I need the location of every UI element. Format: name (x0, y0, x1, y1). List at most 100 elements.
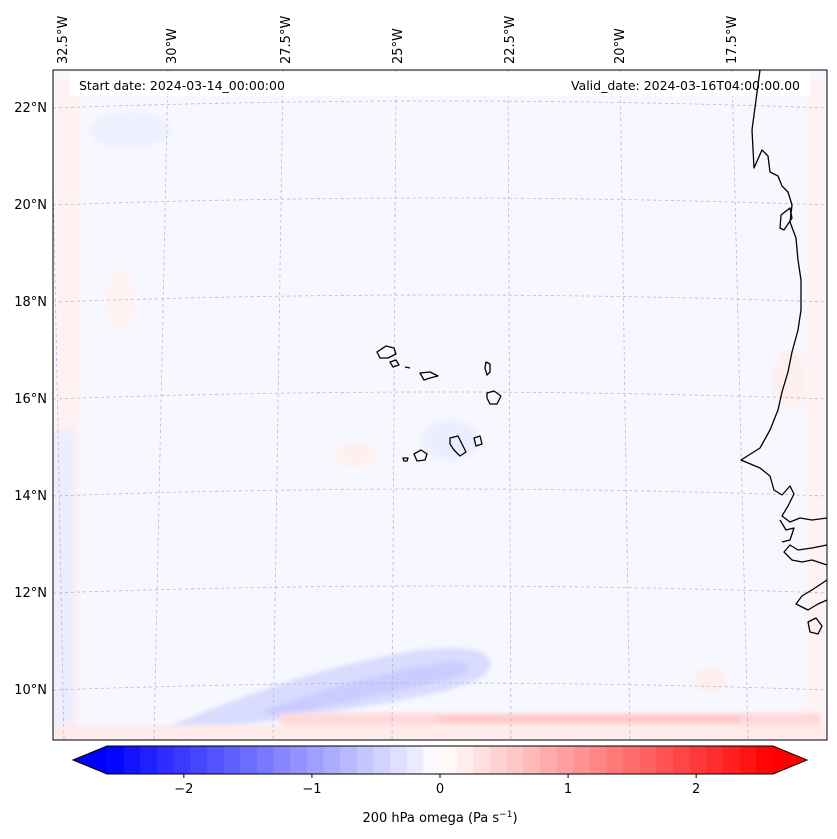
gridline-lon (619, 70, 631, 740)
omega-patch-positive (694, 668, 726, 692)
gridline-lon (153, 70, 169, 740)
gridline-lat (53, 585, 827, 594)
colorbar-cell (190, 746, 208, 774)
start-date: Start date: 2024-03-14_00:00:00 (79, 78, 285, 93)
omega-south-edge-positive (53, 725, 827, 740)
colorbar-cell (140, 746, 158, 774)
colorbar-cell (273, 746, 291, 774)
header-band (70, 72, 810, 96)
lon-label: 32.5°W (56, 16, 71, 64)
colorbar-cells (73, 746, 807, 774)
colorbar-cell (240, 746, 258, 774)
colorbar-cell (223, 746, 241, 774)
colorbar-cell (256, 746, 275, 774)
colorbar-cell (440, 746, 458, 774)
gridlines (53, 70, 827, 740)
lat-label: 12°N (14, 586, 47, 601)
omega-west-negative-band (53, 430, 75, 730)
coastline-guinea-bissau (795, 579, 828, 611)
valid-date: Valid_date: 2024-03-16T04:00:00.00 (571, 78, 800, 93)
omega-south-negative-core (260, 661, 469, 716)
colorbar-cell (123, 746, 141, 774)
lat-label: 22°N (14, 101, 47, 116)
colorbar-cell (473, 746, 491, 774)
coastline-dakhla (779, 207, 793, 231)
colorbar-cell (506, 746, 524, 774)
gridline-lat (53, 197, 827, 206)
island-sal (484, 361, 491, 376)
colorbar-cell (456, 746, 474, 774)
colorbar-extend-min (73, 746, 107, 774)
gridline-lon (507, 70, 512, 740)
lon-label: 22.5°W (503, 16, 518, 64)
map-frame (52, 69, 828, 741)
colorbar-cell (556, 746, 574, 774)
lon-label: 30°W (165, 28, 180, 64)
island-santo-antao (376, 345, 397, 359)
colorbar-cell (107, 746, 125, 774)
colorbar-extend-max (773, 746, 807, 774)
island-brava (402, 457, 409, 462)
omega-east-band (805, 80, 825, 730)
island-maio (473, 435, 483, 447)
lon-label: 27.5°W (279, 16, 294, 64)
lat-labels: 22°N 20°N 18°N 16°N 14°N 12°N 10°N (14, 101, 47, 698)
lat-label: 20°N (14, 198, 47, 213)
lon-label: 25°W (391, 28, 406, 64)
omega-patch-positive (333, 443, 377, 467)
coastline-africa-south (783, 544, 828, 566)
coastline-bijagos (807, 617, 823, 635)
lon-label: 20°W (613, 28, 628, 64)
colorbar-cell (290, 746, 308, 774)
colorbar-cell (539, 746, 558, 774)
colorbar-cell (673, 746, 691, 774)
map-background (53, 70, 827, 740)
coastline-africa (740, 69, 828, 523)
lat-label: 10°N (14, 683, 47, 698)
colorbar-cell (340, 746, 358, 774)
colorbar-cell (739, 746, 757, 774)
lat-label: 16°N (14, 392, 47, 407)
colorbar-cell (489, 746, 508, 774)
island-sao-nicolau (419, 371, 439, 381)
omega-patch-negative (90, 112, 170, 148)
colorbar-tick-label: 0 (436, 782, 444, 797)
colorbar-cell (623, 746, 641, 774)
gridline-lat-lon (272, 70, 284, 740)
island-santa-luzia (404, 366, 411, 369)
colorbar-cell (173, 746, 191, 774)
colorbar-cell (689, 746, 707, 774)
island-sao-vicente (389, 359, 400, 368)
colorbar-cell (390, 746, 408, 774)
colorbar-cell (323, 746, 341, 774)
lon-label: 17.5°W (725, 16, 740, 64)
gridline-lat (53, 100, 827, 109)
colorbar-tick-label: −1 (302, 782, 321, 797)
colorbar-cell (573, 746, 591, 774)
island-santiago (449, 435, 467, 457)
colorbar-ticks: −2 −1 0 1 2 (174, 774, 700, 797)
gridline-lon (731, 70, 749, 740)
omega-south-positive-core (440, 716, 740, 724)
colorbar-cell (756, 746, 774, 774)
colorbar-cell (373, 746, 391, 774)
map-panel: Start date: 2024-03-14_00:00:00 Valid_da… (52, 69, 828, 741)
colorbar-tick-label: 1 (564, 782, 572, 797)
lon-labels: 32.5°W 30°W 27.5°W 25°W 22.5°W 20°W 17.5… (56, 16, 740, 64)
colorbar-tick-label: −2 (174, 782, 193, 797)
gridline-lat (53, 682, 827, 691)
colorbar-cell (723, 746, 741, 774)
colorbar-tick-label: 2 (692, 782, 700, 797)
gridline-lat (53, 488, 827, 497)
island-boa-vista (486, 390, 502, 405)
colorbar-label: 200 hPa omega (Pa s−1) (362, 810, 517, 826)
colorbar-cell (589, 746, 608, 774)
colorbar-cell (206, 746, 225, 774)
coastlines (376, 69, 828, 635)
island-fogo (413, 449, 428, 462)
gridline-lon (53, 152, 65, 740)
gridline-lat (53, 391, 827, 400)
colorbar-outline (71, 745, 809, 775)
lat-label: 14°N (14, 489, 47, 504)
